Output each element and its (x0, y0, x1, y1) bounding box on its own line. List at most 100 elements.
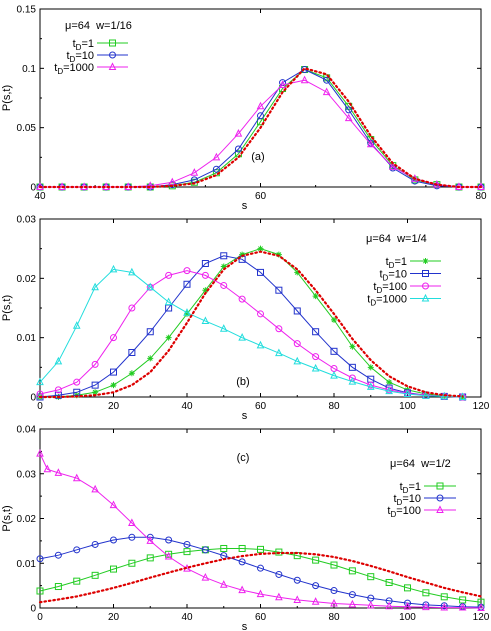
data-point (440, 602, 448, 610)
data-point (91, 540, 99, 548)
data-point (348, 567, 356, 575)
data-point (300, 75, 309, 84)
data-point (128, 370, 135, 377)
data-point (311, 597, 320, 605)
x-tick-label: 100 (399, 401, 416, 412)
data-point (312, 556, 320, 564)
legend-marker (422, 258, 429, 264)
data-point (256, 101, 265, 110)
data-point (275, 325, 283, 333)
data-point (349, 343, 356, 350)
data-point (331, 316, 337, 323)
data-point (110, 565, 117, 573)
series-line (40, 79, 481, 188)
x-axis-label: s (242, 200, 248, 212)
data-point (36, 555, 44, 563)
y-axis-label: P(s,t) (1, 85, 13, 111)
y-tick-label: 0 (30, 604, 36, 615)
data-point (345, 106, 353, 114)
data-point (385, 601, 393, 610)
data-point (386, 379, 393, 386)
data-point (128, 533, 136, 541)
data-point (91, 360, 99, 368)
data-point (201, 260, 209, 267)
x-tick-label: 60 (255, 401, 267, 412)
x-tick-label: 120 (473, 401, 490, 412)
data-point (367, 573, 375, 581)
data-point (477, 603, 485, 611)
data-point (348, 363, 356, 371)
data-point (212, 165, 220, 173)
data-point (367, 381, 375, 389)
data-point (201, 316, 210, 325)
data-point (366, 382, 375, 390)
data-point (219, 580, 228, 588)
data-point (164, 551, 173, 560)
data-point (36, 587, 44, 595)
data-point (219, 324, 228, 332)
series-line (39, 453, 482, 609)
x-tick-label: 60 (255, 191, 267, 202)
legend-marker (422, 282, 429, 290)
x-tick-label: 40 (181, 401, 193, 412)
panel-label: (b) (236, 376, 249, 388)
data-point (54, 356, 63, 365)
data-point (330, 598, 338, 607)
data-point (458, 392, 467, 400)
data-point (366, 600, 375, 609)
legend-marker (108, 62, 117, 70)
data-point (220, 252, 228, 260)
legend-marker (436, 494, 444, 502)
data-point (238, 295, 246, 303)
data-point (257, 564, 264, 572)
data-point (73, 378, 81, 386)
data-point (256, 340, 265, 349)
data-point (183, 267, 191, 275)
data-point (257, 268, 264, 276)
data-point (275, 592, 283, 601)
data-point (190, 168, 199, 176)
data-point (385, 597, 393, 605)
data-point (404, 584, 411, 592)
data-point (293, 576, 301, 584)
legend-label: tD=1000 (367, 294, 407, 308)
legend-entry: tD=1 (73, 38, 128, 52)
data-point (257, 310, 264, 318)
legend-label: tD=100 (373, 281, 407, 295)
legend-marker (421, 293, 430, 302)
x-tick-label: 80 (475, 191, 487, 202)
data-point (146, 282, 155, 291)
data-point (91, 484, 99, 493)
y-tick-label: 0.03 (17, 469, 37, 480)
data-point (330, 561, 338, 569)
data-point (220, 544, 228, 552)
data-point (165, 271, 173, 279)
legend-label: tD=10 (66, 50, 94, 64)
data-point (201, 572, 210, 581)
data-point (403, 602, 412, 610)
data-point (440, 593, 448, 601)
data-point (146, 328, 154, 336)
series-line-dotted (38, 250, 464, 399)
legend-entry: tD=10 (379, 269, 441, 283)
data-point (275, 251, 282, 258)
series-line (40, 248, 463, 398)
data-point (128, 304, 136, 312)
panel-annotation: μ=64 w=1/16 (65, 20, 132, 32)
data-point (36, 377, 44, 386)
data-point (293, 356, 302, 365)
data-point (348, 374, 356, 382)
data-point (54, 391, 62, 399)
x-tick-label: 80 (328, 612, 340, 623)
y-tick-label: 0 (30, 183, 36, 194)
legend-entry: tD=1 (386, 256, 441, 270)
panel-annotation: μ=64 w=1/4 (366, 233, 427, 245)
data-point (348, 376, 357, 385)
data-point (91, 282, 99, 291)
data-point (330, 347, 338, 355)
legend-label: tD=1000 (54, 62, 94, 76)
panel-b: 0 20 40 60 80 100 120 0 0.01 0.02 0.03 s P(s,t) μ=64 … (1, 215, 490, 423)
legend-label: tD=10 (379, 269, 407, 283)
data-point (458, 602, 467, 611)
data-point (385, 578, 393, 586)
